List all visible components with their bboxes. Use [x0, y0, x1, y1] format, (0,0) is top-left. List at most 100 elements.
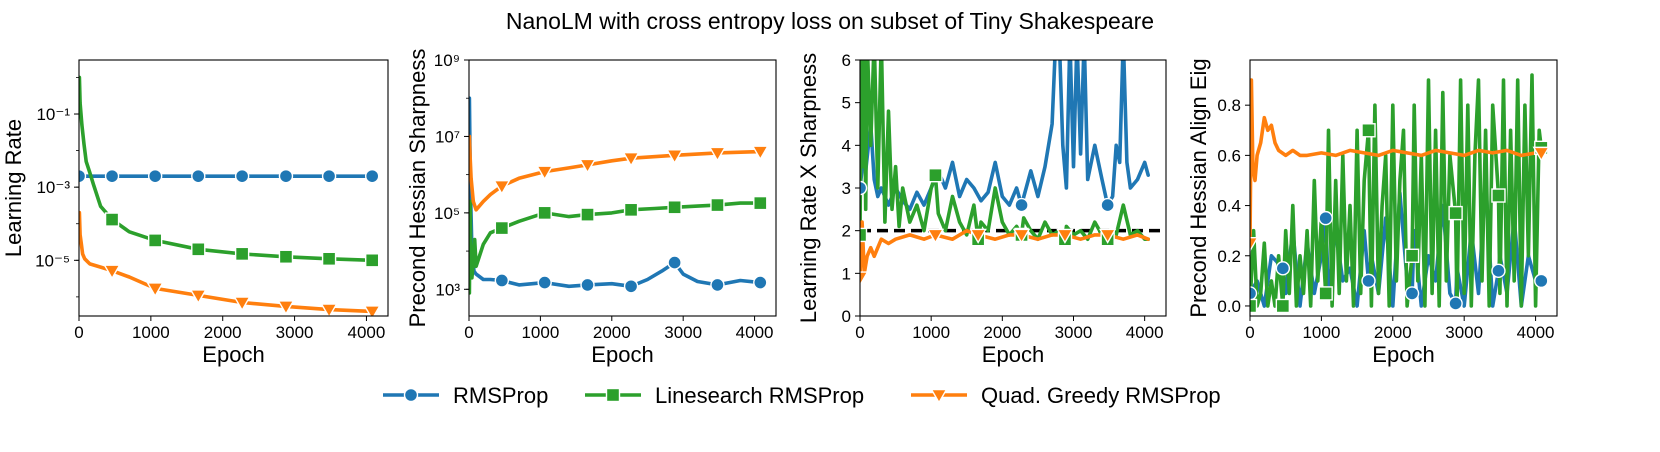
y-axis-label-2: Precond Hessian Sharpness [405, 49, 430, 328]
plot-frame-2 [468, 59, 777, 317]
plot-frame-4 [1249, 59, 1558, 317]
marker-rmsprop-3-43 [1100, 197, 1115, 213]
marker-quad-greedy-rmsprop-1-14 [363, 305, 381, 316]
marker-linesearch-rmsprop-4-9 [1275, 298, 1291, 314]
x-axis-label-1: Epoch [202, 342, 264, 367]
x-tick-label-3-1: 1000 [912, 323, 950, 342]
marker-rmsprop-2-13 [623, 279, 639, 294]
marker-rmsprop-1-6 [278, 168, 294, 184]
marker-linesearch-rmsprop-1-11 [191, 242, 206, 257]
marker-rmsprop-3-26 [1014, 197, 1029, 213]
x-tick-label-2-1: 1000 [521, 323, 559, 342]
marker-quad-greedy-rmsprop-2-15 [708, 146, 727, 162]
tick-layer-4: 0 1000 2000 3000 4000 0.0 0.2 0.4 0.6 0.8 [1217, 96, 1554, 342]
y-tick-label-4-2: 0.4 [1217, 197, 1241, 216]
legend-marker-rmsprop [403, 387, 419, 403]
marker-linesearch-rmsprop-1-10 [147, 233, 163, 248]
x-tick-label-1-3: 3000 [276, 323, 314, 342]
series-line-quad-greedy-rmsprop-2 [469, 134, 763, 212]
marker-quad-greedy-rmsprop-1-9 [146, 282, 164, 298]
marker-linesearch-rmsprop-3-0 [860, 227, 868, 243]
marker-linesearch-rmsprop-3-20 [928, 167, 943, 183]
tick-layer-3: 0 1000 2000 3000 4000 0 1 2 3 4 5 6 [842, 51, 1164, 342]
legend-marker-quad-greedy-rmsprop [930, 388, 948, 404]
y-tick-label-2-1: 10⁷ [435, 127, 460, 146]
y-tick-label-2-3: 10³ [435, 280, 460, 299]
y-tick-label-2-2: 10⁵ [434, 204, 460, 223]
marker-linesearch-rmsprop-1-8 [104, 212, 120, 227]
marker-rmsprop-2-9 [537, 275, 552, 290]
marker-rmsprop-4-18 [1361, 273, 1376, 289]
marker-linesearch-rmsprop-4-69 [1491, 188, 1506, 203]
tick-layer-1: 0 1000 2000 3000 4000 10⁻¹ 10⁻³ 10⁻⁵ [35, 77, 385, 342]
marker-linesearch-rmsprop-2-9 [494, 220, 510, 236]
tick-layer-2: 0 1000 2000 3000 4000 10⁹ 10⁷ 10⁵ 10³ [434, 51, 774, 342]
legend-swatch-linesearch-rmsprop [585, 387, 641, 403]
marker-quad-greedy-rmsprop-1-12 [277, 300, 295, 316]
y-tick-label-3-6: 6 [842, 51, 851, 70]
series-line-rmsprop-3 [860, 60, 1150, 212]
series-line-linesearch-rmsprop-4 [1250, 73, 1544, 308]
x-tick-label-4-0: 0 [1245, 323, 1254, 342]
marker-rmsprop-1-3 [147, 168, 163, 184]
marker-quad-greedy-rmsprop-3-11 [926, 228, 945, 244]
y-tick-label-4-0: 0.0 [1217, 297, 1241, 316]
series-line-rmsprop-2 [469, 96, 763, 289]
marker-rmsprop-2-19 [710, 277, 725, 293]
plot-panel-3: 0 1000 2000 3000 4000 0 1 2 3 4 5 6 Epoch Learning … [796, 51, 1167, 367]
marker-rmsprop-1-4 [191, 168, 206, 184]
series-line-quad-greedy-rmsprop-4 [1250, 78, 1544, 245]
y-tick-label-4-4: 0.8 [1217, 96, 1241, 115]
marker-linesearch-rmsprop-1-15 [364, 253, 380, 268]
y-tick-label-1-1: 10⁻³ [36, 178, 70, 197]
marker-rmsprop-4-39 [1491, 263, 1506, 279]
marker-quad-greedy-rmsprop-2-16 [751, 145, 770, 161]
marker-rmsprop-1-7 [321, 168, 337, 184]
x-tick-label-3-4: 4000 [1126, 323, 1164, 342]
plot-panel-4: 0 1000 2000 3000 4000 0.0 0.2 0.4 0.6 0.8 Epoch P… [1186, 58, 1558, 367]
marker-linesearch-rmsprop-2-19 [710, 197, 725, 213]
marker-rmsprop-2-11 [580, 277, 595, 293]
y-tick-label-4-1: 0.2 [1217, 247, 1241, 266]
x-tick-label-3-0: 0 [855, 323, 864, 342]
marker-linesearch-rmsprop-2-11 [537, 205, 552, 221]
x-tick-label-1-0: 0 [74, 323, 83, 342]
legend-marker-linesearch-rmsprop [605, 387, 621, 403]
marker-rmsprop-1-8 [364, 168, 380, 184]
marker-rmsprop-3-0 [860, 180, 868, 196]
marker-rmsprop-4-4 [1275, 261, 1291, 276]
marker-quad-greedy-rmsprop-3-20 [1056, 228, 1074, 244]
marker-rmsprop-4-0 [1250, 286, 1258, 301]
marker-linesearch-rmsprop-4-45 [1404, 248, 1420, 263]
marker-linesearch-rmsprop-4-57 [1448, 205, 1463, 221]
y-tick-label-1-0: 10⁻¹ [36, 105, 70, 124]
marker-quad-greedy-rmsprop-4-0 [1250, 237, 1259, 253]
marker-rmsprop-1-0 [79, 168, 87, 184]
marker-quad-greedy-rmsprop-4-31 [1532, 146, 1551, 162]
series-line-linesearch-rmsprop-2 [469, 199, 763, 295]
x-tick-label-2-2: 2000 [593, 323, 631, 342]
marker-quad-greedy-rmsprop-2-13 [622, 151, 640, 168]
marker-linesearch-rmsprop-4-33 [1361, 123, 1376, 138]
x-tick-label-4-2: 2000 [1374, 323, 1412, 342]
x-tick-label-2-3: 3000 [664, 323, 702, 342]
plot-panel-1: 0 1000 2000 3000 4000 10⁻¹ 10⁻³ 10⁻⁵ Epoch Lear… [1, 59, 389, 367]
marker-quad-greedy-rmsprop-3-17 [1012, 228, 1031, 244]
marker-linesearch-rmsprop-4-0 [1250, 298, 1258, 314]
x-tick-label-4-4: 4000 [1517, 323, 1555, 342]
marker-rmsprop-4-46 [1534, 273, 1549, 289]
marker-quad-greedy-rmsprop-3-0 [860, 271, 869, 287]
x-tick-label-1-4: 4000 [348, 323, 386, 342]
y-tick-label-3-2: 2 [842, 222, 851, 241]
marker-rmsprop-2-16 [667, 255, 682, 270]
marker-quad-greedy-rmsprop-1-10 [189, 289, 208, 305]
marker-quad-greedy-rmsprop-3-23 [1098, 228, 1117, 244]
marker-quad-greedy-rmsprop-1-7 [103, 264, 121, 280]
x-tick-label-2-0: 0 [464, 323, 473, 342]
marker-quad-greedy-rmsprop-1-11 [233, 296, 251, 312]
series-layer-4 [1250, 73, 1551, 314]
marker-rmsprop-2-7 [494, 273, 510, 288]
figure-title: NanoLM with cross entropy loss on subset… [506, 8, 1154, 34]
legend-item-linesearch-rmsprop: Linesearch RMSProp [585, 383, 864, 408]
